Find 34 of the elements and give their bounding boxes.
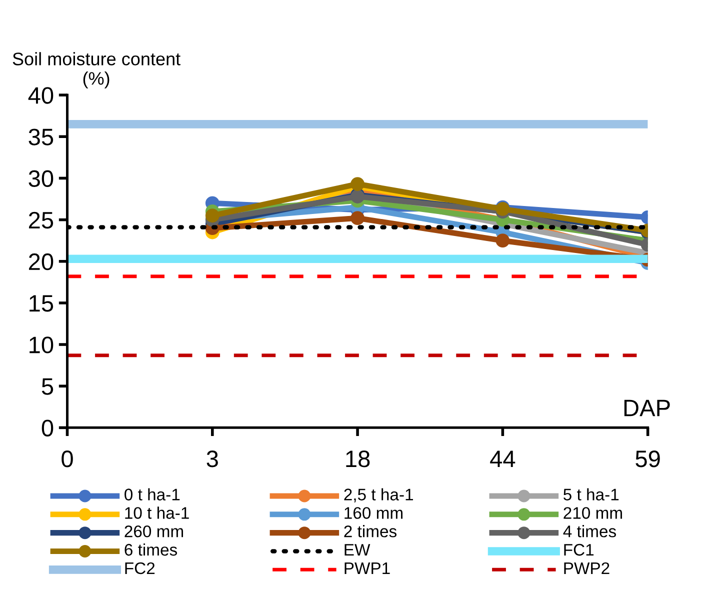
y-tick-label: 40 xyxy=(28,87,54,104)
point xyxy=(350,177,364,191)
x-tick-label: 0 xyxy=(62,450,73,468)
legend-label: 2,5 t ha-1 xyxy=(344,488,413,502)
legend-label: 0 t ha-1 xyxy=(124,488,180,500)
x-axis-title: DAP xyxy=(624,400,670,416)
legend-label: 5 t ha-1 xyxy=(564,488,619,500)
x-tick-label: 59 xyxy=(636,450,660,468)
x-tick-label: 44 xyxy=(490,450,516,468)
point xyxy=(350,211,364,226)
y-axis-title: Soil moisture content (%) xyxy=(12,52,180,88)
y-tick-label: 5 xyxy=(42,378,54,395)
y-tick-label: 0 xyxy=(42,420,54,436)
legend-label: 160 mm xyxy=(344,507,402,519)
y-tick-label: 15 xyxy=(30,295,54,312)
legend-label: 260 mm xyxy=(124,525,184,538)
y-tick-label: 20 xyxy=(28,253,54,270)
legend-label: 2 times xyxy=(344,525,396,538)
x-tick-label: 18 xyxy=(346,450,370,468)
point xyxy=(205,208,220,223)
y-tick-label: 30 xyxy=(28,170,54,187)
legend-label: FC2 xyxy=(125,562,155,574)
x-tick-label: 3 xyxy=(206,450,218,468)
legend-label: 4 times xyxy=(563,525,616,538)
legend-label: 6 times xyxy=(124,543,178,556)
legend-label: FC1 xyxy=(564,544,594,556)
legend-label: PWP2 xyxy=(564,562,610,574)
legend-label: PWP1 xyxy=(344,562,390,574)
y-tick-label: 10 xyxy=(30,336,54,354)
legend-label: 210 mm xyxy=(564,507,622,519)
y-tick-label: 25 xyxy=(28,212,54,229)
y-tick-label: 35 xyxy=(28,128,54,146)
legend-label: EW xyxy=(344,544,370,556)
legend-label: 10 t ha-1 xyxy=(125,506,189,519)
